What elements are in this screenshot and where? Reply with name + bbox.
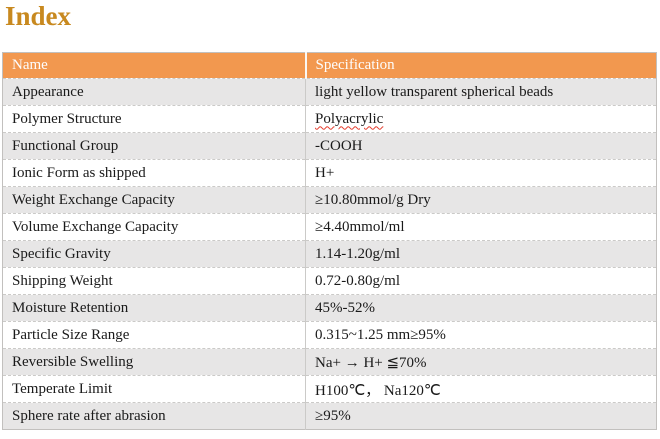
table-row-polymer-structure: Polymer Structure Polyacrylic	[2, 105, 657, 133]
row-name: Ionic Form as shipped	[2, 159, 306, 187]
row-name: Sphere rate after abrasion	[2, 402, 306, 430]
row-name: Moisture Retention	[2, 294, 306, 322]
row-name: Particle Size Range	[2, 321, 306, 349]
row-spec: 0.315~1.25 mm≥95%	[305, 321, 657, 349]
table-row-volume-exchange-capacity: Volume Exchange Capacity ≥4.40mmol/ml	[2, 213, 657, 241]
table-row-ionic-form: Ionic Form as shipped H+	[2, 159, 657, 187]
row-spec: H+	[305, 159, 657, 187]
table-row-functional-group: Functional Group -COOH	[2, 132, 657, 160]
row-spec: light yellow transparent spherical beads	[305, 78, 657, 106]
column-header-name: Name	[2, 52, 306, 79]
spellcheck-flagged-text: Polyacrylic	[315, 110, 384, 127]
row-spec: ≥95%	[305, 402, 657, 430]
row-name: Specific Gravity	[2, 240, 306, 268]
row-name: Functional Group	[2, 132, 306, 160]
column-header-specification: Specification	[304, 52, 657, 79]
row-spec: Na+ → H+ ≦70%	[305, 348, 657, 376]
row-name: Temperate Limit	[2, 375, 306, 403]
row-spec: ≥10.80mmol/g Dry	[305, 186, 657, 214]
row-spec: ≥4.40mmol/ml	[305, 213, 657, 241]
row-name: Polymer Structure	[2, 105, 306, 133]
row-spec: -COOH	[305, 132, 657, 160]
specification-table: Name Specification Appearance light yell…	[2, 52, 657, 430]
row-name: Volume Exchange Capacity	[2, 213, 306, 241]
row-name: Appearance	[2, 78, 306, 106]
table-row-shipping-weight: Shipping Weight 0.72-0.80g/ml	[2, 267, 657, 295]
table-row-appearance: Appearance light yellow transparent sphe…	[2, 78, 657, 106]
table-row-moisture-retention: Moisture Retention 45%-52%	[2, 294, 657, 322]
row-name: Reversible Swelling	[2, 348, 306, 376]
table-row-specific-gravity: Specific Gravity 1.14-1.20g/ml	[2, 240, 657, 268]
row-name: Weight Exchange Capacity	[2, 186, 306, 214]
table-row-temperate-limit: Temperate Limit H100℃， Na120℃	[2, 375, 657, 403]
table-row-particle-size-range: Particle Size Range 0.315~1.25 mm≥95%	[2, 321, 657, 349]
table-header-row: Name Specification	[2, 52, 657, 79]
row-spec: Polyacrylic	[305, 105, 657, 133]
row-spec: 1.14-1.20g/ml	[305, 240, 657, 268]
table-row-sphere-rate-after-abrasion: Sphere rate after abrasion ≥95%	[2, 402, 657, 430]
table-row-reversible-swelling: Reversible Swelling Na+ → H+ ≦70%	[2, 348, 657, 376]
row-spec: 0.72-0.80g/ml	[305, 267, 657, 295]
page-title: Index	[5, 1, 72, 31]
row-spec: H100℃， Na120℃	[305, 375, 657, 403]
table-row-weight-exchange-capacity: Weight Exchange Capacity ≥10.80mmol/g Dr…	[2, 186, 657, 214]
row-name: Shipping Weight	[2, 267, 306, 295]
row-spec: 45%-52%	[305, 294, 657, 322]
